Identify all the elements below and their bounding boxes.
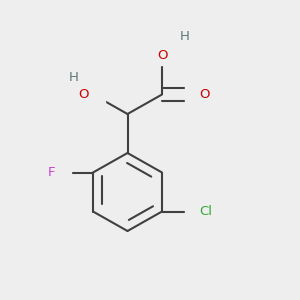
Text: Cl: Cl (200, 205, 212, 218)
Text: O: O (78, 88, 88, 101)
Text: H: H (69, 71, 78, 85)
Bar (150, 46, 174, 64)
Bar (184, 202, 208, 220)
Bar (46, 164, 70, 181)
Bar (81, 85, 105, 103)
Bar (184, 85, 208, 103)
Text: H: H (180, 29, 189, 43)
Text: F: F (48, 166, 56, 179)
Text: O: O (200, 88, 210, 101)
Text: O: O (157, 49, 167, 62)
